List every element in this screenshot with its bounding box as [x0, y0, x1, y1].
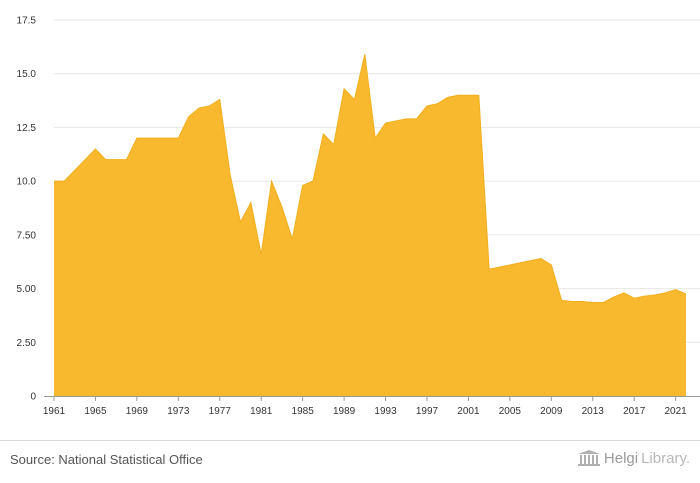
x-tick-label: 2001	[457, 406, 480, 417]
x-tick-label: 2021	[665, 406, 688, 417]
x-tick-label: 2009	[540, 406, 563, 417]
data-area	[54, 54, 687, 396]
x-tick-label: 1997	[416, 406, 439, 417]
x-tick-label: 1973	[167, 406, 190, 417]
x-tick-label: 2013	[582, 406, 605, 417]
y-tick-label: 0	[30, 392, 36, 403]
brand-suffix: Library.	[641, 449, 690, 467]
brand-logo: Helgi Library.	[577, 449, 690, 467]
x-tick-label: 1969	[126, 406, 149, 417]
x-tick-label: 1977	[209, 406, 232, 417]
brand-name: Helgi	[603, 449, 639, 467]
x-axis-ticks: 1961 1965 1969 1973 1977 1981 1985 1989 1993 1997…	[43, 396, 687, 417]
x-tick-label: 1985	[292, 406, 315, 417]
x-tick-label: 1989	[333, 406, 356, 417]
y-tick-label: 17.5	[17, 16, 37, 27]
y-tick-label: 2.50	[17, 338, 37, 349]
y-tick-label: 7.50	[17, 230, 37, 241]
library-building-icon	[577, 450, 600, 466]
x-tick-label: 2005	[499, 406, 522, 417]
x-tick-label: 1981	[250, 406, 273, 417]
area-outline	[54, 54, 687, 304]
area-series	[54, 54, 686, 396]
y-tick-label: 5.00	[17, 284, 37, 295]
x-tick-label: 2017	[623, 406, 646, 417]
y-axis-ticks: 0 2.50 5.00 7.50 10.0 12.5 15.0 17.5	[17, 16, 37, 403]
source-note: Source: National Statistical Office	[10, 452, 203, 467]
x-tick-label: 1993	[374, 406, 397, 417]
x-tick-label: 1961	[43, 406, 66, 417]
y-tick-label: 12.5	[17, 123, 37, 134]
x-tick-label: 1965	[84, 406, 107, 417]
y-tick-label: 15.0	[17, 69, 37, 80]
chart-footer: Source: National Statistical Office Helg…	[0, 440, 700, 483]
y-tick-label: 10.0	[17, 177, 37, 188]
